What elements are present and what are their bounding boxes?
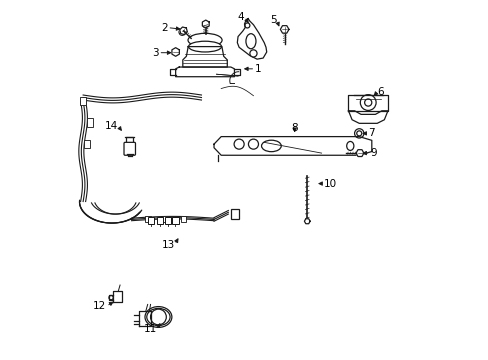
Ellipse shape: [144, 307, 171, 327]
Polygon shape: [214, 136, 371, 155]
Polygon shape: [172, 48, 179, 56]
Text: 11: 11: [143, 324, 156, 334]
Circle shape: [248, 139, 258, 149]
Bar: [230, 209, 238, 220]
Polygon shape: [139, 311, 151, 326]
Bar: [147, 217, 154, 224]
Text: 10: 10: [323, 179, 336, 189]
Polygon shape: [304, 219, 309, 224]
Bar: [87, 118, 93, 127]
Polygon shape: [113, 291, 122, 302]
Polygon shape: [126, 137, 133, 143]
Bar: [83, 140, 89, 148]
Text: 2: 2: [161, 23, 167, 33]
Text: 1: 1: [255, 64, 262, 74]
Circle shape: [360, 95, 375, 111]
Polygon shape: [175, 67, 234, 77]
Ellipse shape: [261, 140, 281, 152]
Bar: [180, 216, 186, 222]
Text: 8: 8: [291, 123, 297, 133]
Text: 7: 7: [367, 129, 374, 138]
Circle shape: [354, 129, 363, 138]
Text: 3: 3: [151, 48, 158, 58]
Text: 4: 4: [237, 12, 244, 22]
Polygon shape: [348, 111, 387, 123]
Text: 6: 6: [376, 87, 383, 97]
Bar: [156, 217, 163, 224]
Ellipse shape: [188, 41, 221, 52]
Circle shape: [179, 29, 185, 35]
Ellipse shape: [346, 141, 353, 150]
Ellipse shape: [187, 33, 222, 47]
Bar: [164, 217, 171, 224]
Bar: [163, 216, 168, 222]
Polygon shape: [280, 26, 288, 33]
Bar: [172, 217, 178, 224]
Polygon shape: [237, 19, 266, 59]
Polygon shape: [348, 95, 387, 111]
Circle shape: [234, 139, 244, 149]
Polygon shape: [355, 150, 363, 157]
Text: 5: 5: [269, 15, 276, 26]
Circle shape: [249, 50, 257, 57]
Text: 9: 9: [369, 148, 376, 158]
FancyBboxPatch shape: [124, 142, 135, 155]
Text: 14: 14: [105, 121, 118, 131]
Ellipse shape: [245, 34, 255, 49]
Text: 12: 12: [93, 301, 106, 311]
Polygon shape: [183, 46, 227, 67]
Polygon shape: [202, 20, 209, 28]
Polygon shape: [180, 27, 187, 35]
Text: 13: 13: [161, 239, 174, 249]
Bar: [144, 216, 150, 222]
Bar: [80, 97, 86, 105]
